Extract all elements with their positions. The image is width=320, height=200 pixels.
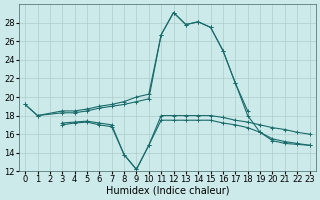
X-axis label: Humidex (Indice chaleur): Humidex (Indice chaleur): [106, 186, 229, 196]
